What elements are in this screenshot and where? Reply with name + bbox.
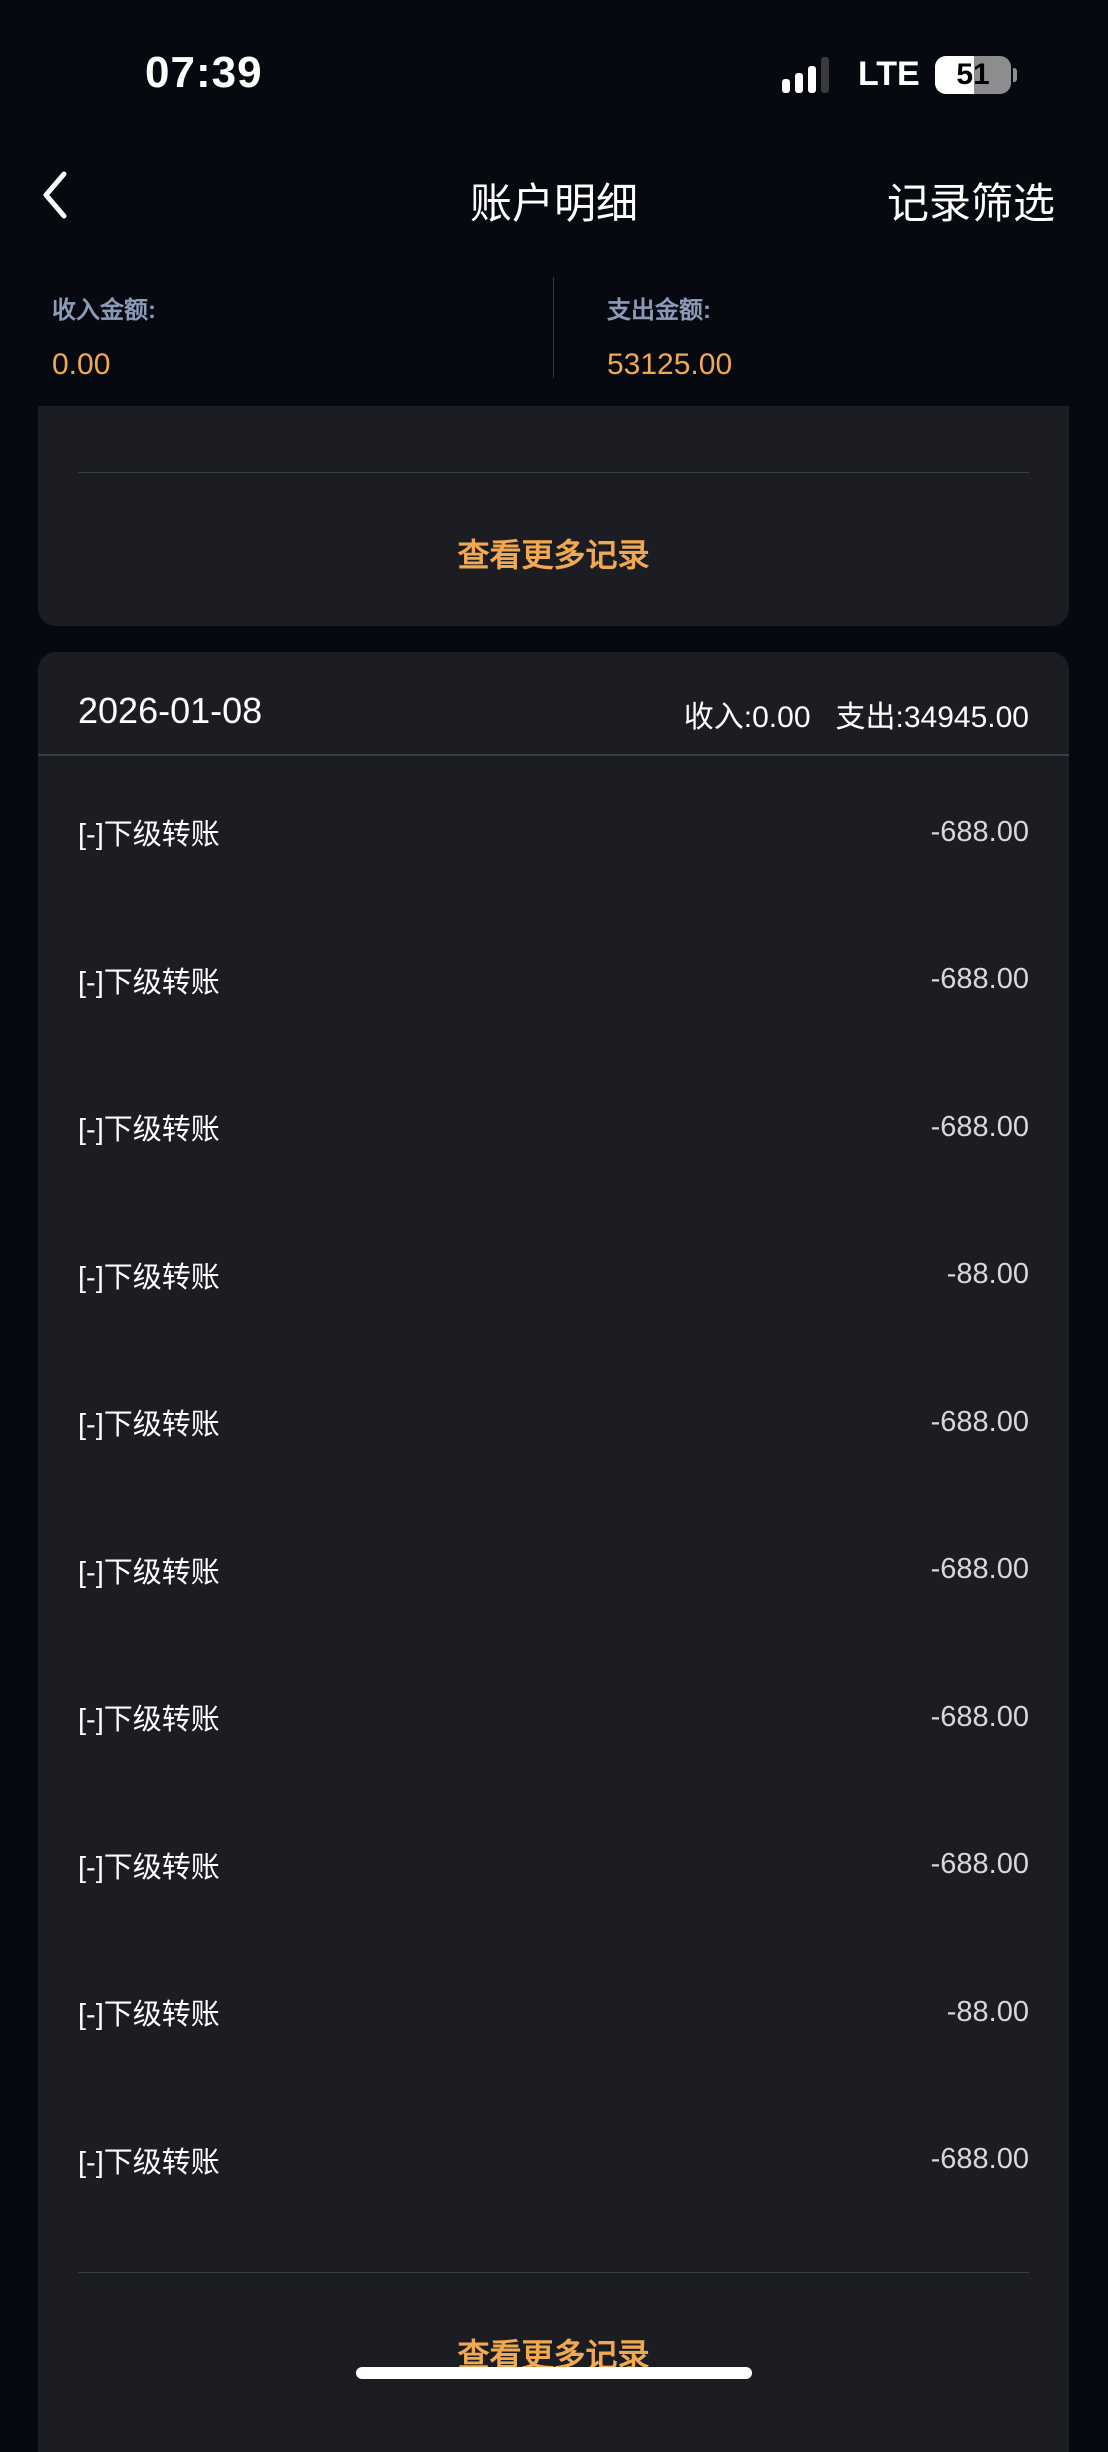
expense-label: 支出金额: xyxy=(607,297,711,324)
summary-divider xyxy=(553,277,554,378)
transaction-amount: -688.00 xyxy=(930,1110,1029,1143)
transaction-label: [-]下级转账 xyxy=(78,819,220,851)
transaction-label: [-]下级转账 xyxy=(78,2146,220,2179)
page-title: 账户明细 xyxy=(469,180,638,227)
transaction-row[interactable]: [-]下级转账 -688.00 xyxy=(78,802,1029,862)
divider xyxy=(78,472,1029,473)
transaction-amount: -688.00 xyxy=(930,1405,1029,1438)
status-time: 07:39 xyxy=(145,48,263,97)
transaction-row[interactable]: [-]下级转账 -688.00 xyxy=(78,2130,1029,2190)
transaction-row[interactable]: [-]下级转账 -688.00 xyxy=(78,1540,1029,1600)
chevron-left-icon[interactable] xyxy=(38,170,74,220)
view-more-button[interactable]: 查看更多记录 xyxy=(457,537,650,573)
transaction-label: [-]下级转账 xyxy=(78,1851,220,1884)
transaction-amount: -688.00 xyxy=(930,963,1029,995)
transaction-amount: -88.00 xyxy=(946,1995,1029,2028)
transaction-amount: -688.00 xyxy=(930,815,1029,848)
battery-tip xyxy=(1013,68,1017,82)
transaction-label: [-]下级转账 xyxy=(78,1261,220,1294)
header-divider xyxy=(38,754,1069,756)
transaction-label: [-]下级转账 xyxy=(78,1999,220,2031)
transaction-label: [-]下级转账 xyxy=(78,1409,220,1441)
transaction-row[interactable]: [-]下级转账 -88.00 xyxy=(78,1245,1029,1305)
group-income: 收入:0.00 xyxy=(683,701,811,734)
transaction-row[interactable]: [-]下级转账 -688.00 xyxy=(78,1687,1029,1747)
transaction-amount: -88.00 xyxy=(946,1258,1029,1290)
day-card: 2026-01-08 收入:0.00 支出:34945.00 [-]下级转账 -6… xyxy=(38,652,1069,2452)
group-date: 2026-01-08 xyxy=(78,690,263,731)
transaction-row[interactable]: [-]下级转账 -688.00 xyxy=(78,950,1029,1010)
network-type: LTE xyxy=(858,55,920,93)
transaction-amount: -688.00 xyxy=(930,1553,1029,1585)
group-totals: 收入:0.00 支出:34945.00 xyxy=(684,692,1029,736)
transaction-amount: -688.00 xyxy=(930,2143,1029,2175)
transaction-row[interactable]: [-]下级转账 -688.00 xyxy=(78,1392,1029,1452)
transaction-row[interactable]: [-]下级转账 -688.00 xyxy=(78,1835,1029,1895)
home-indicator[interactable] xyxy=(356,2367,752,2379)
group-expense: 支出:34945.00 xyxy=(835,701,1029,734)
previous-day-card: 查看更多记录 xyxy=(38,406,1069,626)
income-label: 收入金额: xyxy=(52,297,156,324)
transaction-label: [-]下级转账 xyxy=(78,966,220,999)
divider xyxy=(78,2272,1029,2273)
transaction-label: [-]下级转账 xyxy=(78,1704,220,1736)
transaction-row[interactable]: [-]下级转账 -688.00 xyxy=(78,1097,1029,1157)
battery-icon: 51 xyxy=(935,56,1011,94)
expense-value: 53125.00 xyxy=(607,348,733,381)
transaction-row[interactable]: [-]下级转账 -88.00 xyxy=(78,1982,1029,2042)
signal-icon xyxy=(782,57,829,93)
transaction-label: [-]下级转账 xyxy=(78,1556,220,1589)
transaction-amount: -688.00 xyxy=(930,1848,1029,1880)
record-filter-button[interactable]: 记录筛选 xyxy=(886,180,1055,227)
transaction-label: [-]下级转账 xyxy=(78,1114,220,1146)
transaction-amount: -688.00 xyxy=(930,1700,1029,1733)
battery-level: 51 xyxy=(956,58,990,91)
income-value: 0.00 xyxy=(52,348,111,381)
